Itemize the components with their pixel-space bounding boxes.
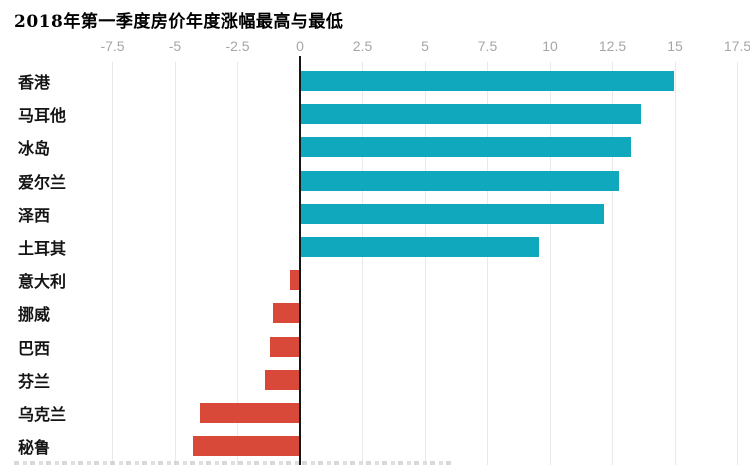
bar [301,71,674,91]
bar [290,270,300,291]
gridline [174,62,176,465]
bar [301,104,641,125]
category-label: 芬兰 [18,371,51,391]
category-label: 泽西 [18,205,51,225]
gridline [237,62,238,465]
bar [272,303,300,324]
bar [301,170,619,191]
clipped-caption-remnant [14,461,454,465]
x-tick-label: 0 [296,38,304,54]
bar [265,369,300,390]
category-label: 挪威 [18,305,51,325]
gridline [612,62,613,465]
bar [270,336,300,357]
zero-axis-line [299,56,301,465]
category-label: 乌克兰 [18,405,67,424]
x-tick-label: -7.5 [100,38,125,54]
bar [200,403,300,423]
x-tick-label: 17.5 [723,38,750,54]
gridline [737,62,738,465]
category-label: 秘鲁 [18,438,51,458]
x-tick-label: 10 [542,38,558,54]
category-label: 巴西 [18,338,51,358]
category-label: 爱尔兰 [18,172,67,192]
gridline [549,62,551,465]
gridline [674,62,676,465]
x-tick-label: -5 [168,38,182,54]
gridline [487,62,488,465]
x-tick-label: 5 [421,38,429,54]
x-tick-label: -2.5 [225,38,250,54]
x-tick-label: 7.5 [477,38,498,54]
x-tick-label: 15 [667,38,683,54]
bar [301,237,539,257]
x-tick-label: 2.5 [352,38,373,54]
x-tick-label: 12.5 [598,38,627,54]
category-label: 意大利 [18,272,67,292]
category-label: 土耳其 [18,239,67,258]
category-label: 冰岛 [18,139,51,159]
category-label: 马耳他 [18,106,67,126]
gridline [362,62,363,465]
bar [192,436,300,457]
gridline [112,62,113,465]
category-label: 香港 [18,73,51,92]
bar [301,203,604,224]
bar [301,137,631,158]
chart-title: 2018年第一季度房价年度涨幅最高与最低 [14,12,344,32]
gridline [424,62,426,465]
